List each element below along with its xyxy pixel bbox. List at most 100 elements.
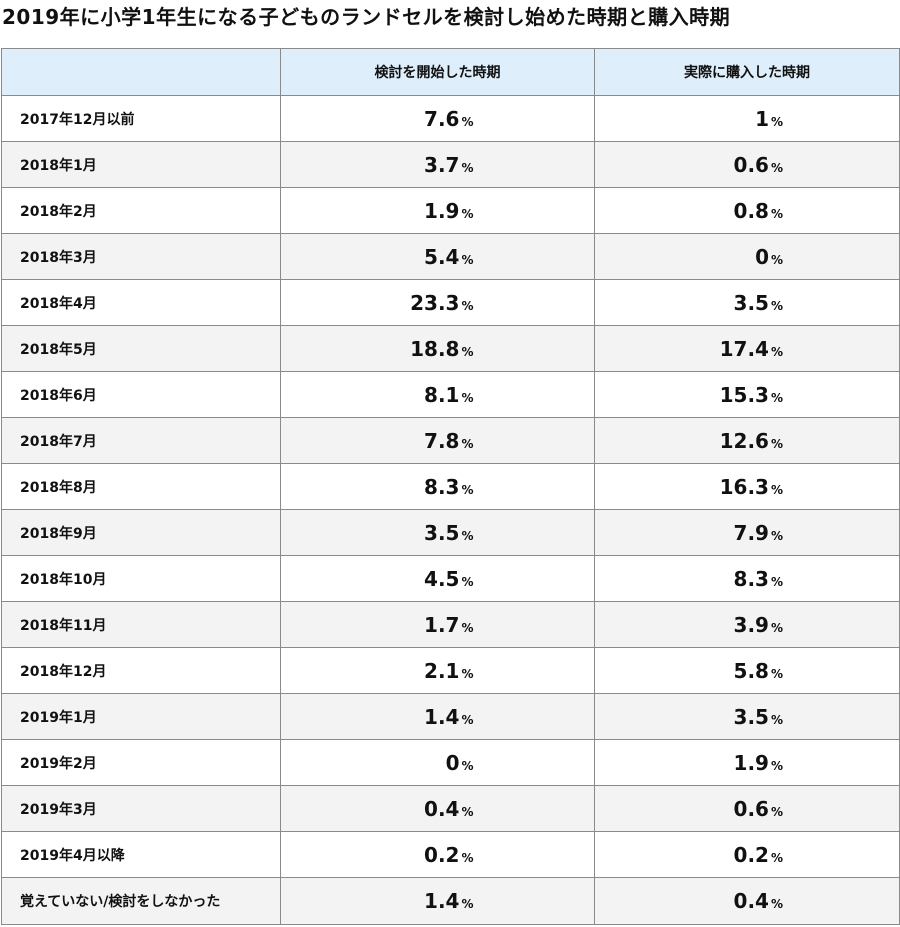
start-value-cell: 1.4% [280, 877, 595, 925]
purchase-value: 5.8 [733, 658, 769, 683]
percent-unit: % [461, 897, 474, 911]
purchase-value-cell: 15.3% [594, 371, 900, 418]
percent-unit: % [461, 436, 474, 451]
purchase-value-cell: 1% [594, 95, 900, 142]
page-title: 2019年に小学1年生になる子どものランドセルを検討し始めた時期と購入時期 [2, 5, 731, 29]
percent-unit: % [770, 712, 784, 727]
percent-unit: % [461, 712, 474, 727]
percent-unit: % [770, 206, 784, 221]
table-row: 2018年7月 7.8% 12.6% [1, 417, 900, 464]
row-label: 2019年3月 [1, 785, 281, 832]
percent-unit: % [770, 620, 784, 635]
purchase-value-cell: 8.3% [594, 555, 900, 602]
row-label: 2018年4月 [1, 279, 281, 326]
table-row: 2017年12月以前 7.6% 1% [1, 95, 900, 142]
percent-unit: % [770, 298, 784, 313]
start-value-cell: 7.8% [280, 417, 595, 464]
row-label: 2018年6月 [1, 371, 281, 418]
table-row: 2018年11月 1.7% 3.9% [1, 601, 900, 648]
purchase-value: 3.5 [733, 704, 769, 729]
start-value: 1.7 [424, 612, 460, 637]
percent-unit: % [461, 252, 474, 267]
start-value: 7.8 [424, 428, 460, 453]
percent-unit: % [461, 298, 474, 313]
percent-unit: % [770, 574, 784, 589]
header-purchase-column: 実際に購入した時期 [594, 48, 900, 96]
percent-unit: % [461, 804, 474, 819]
purchase-value-cell: 0.6% [594, 785, 900, 832]
start-value: 1.4 [424, 889, 460, 913]
table-row: 2018年2月 1.9% 0.8% [1, 187, 900, 234]
purchase-value: 16.3 [719, 474, 769, 499]
row-label: 2018年12月 [1, 647, 281, 694]
data-table: 検討を開始した時期 実際に購入した時期 2017年12月以前 7.6% 1% 2018… [1, 48, 900, 925]
purchase-value-cell: 0.8% [594, 187, 900, 234]
percent-unit: % [461, 344, 474, 359]
table-row: 2018年3月 5.4% 0% [1, 233, 900, 280]
table-row: 2018年12月 2.1% 5.8% [1, 647, 900, 694]
percent-unit: % [461, 850, 474, 865]
row-label: 2018年11月 [1, 601, 281, 648]
percent-unit: % [770, 528, 784, 543]
start-value: 7.6 [424, 106, 460, 131]
table-row: 2019年1月 1.4% 3.5% [1, 693, 900, 740]
start-value: 0 [445, 750, 460, 775]
percent-unit: % [770, 758, 784, 773]
purchase-value: 12.6 [719, 428, 769, 453]
row-label: 2018年7月 [1, 417, 281, 464]
start-value-cell: 18.8% [280, 325, 595, 372]
start-value: 8.1 [424, 382, 460, 407]
row-label: 2018年9月 [1, 509, 281, 556]
table-row: 2018年9月 3.5% 7.9% [1, 509, 900, 556]
start-value-cell: 1.9% [280, 187, 595, 234]
purchase-value-cell: 16.3% [594, 463, 900, 510]
start-value: 23.3 [410, 290, 460, 315]
header-start-column: 検討を開始した時期 [280, 48, 595, 96]
purchase-value: 1 [755, 106, 769, 131]
start-value-cell: 2.1% [280, 647, 595, 694]
row-label: 2018年5月 [1, 325, 281, 372]
purchase-value-cell: 0.6% [594, 141, 900, 188]
row-label: 2017年12月以前 [1, 95, 281, 142]
table-row: 2018年5月 18.8% 17.4% [1, 325, 900, 372]
purchase-value-cell: 3.5% [594, 693, 900, 740]
percent-unit: % [770, 114, 784, 129]
percent-unit: % [461, 160, 474, 175]
row-label: 2019年4月以降 [1, 831, 281, 878]
start-value: 0.4 [424, 796, 460, 821]
table-header-row: 検討を開始した時期 実際に購入した時期 [1, 48, 900, 96]
percent-unit: % [770, 160, 784, 175]
row-label: 2018年3月 [1, 233, 281, 280]
percent-unit: % [770, 482, 784, 497]
percent-unit: % [461, 574, 474, 589]
purchase-value-cell: 1.9% [594, 739, 900, 786]
purchase-value-cell: 0.2% [594, 831, 900, 878]
percent-unit: % [770, 344, 784, 359]
start-value-cell: 0% [280, 739, 595, 786]
start-value-cell: 8.3% [280, 463, 595, 510]
table-row: 2018年6月 8.1% 15.3% [1, 371, 900, 418]
row-label: 覚えていない/検討をしなかった [1, 877, 281, 925]
start-value-cell: 1.4% [280, 693, 595, 740]
start-value: 3.5 [424, 520, 460, 545]
start-value: 8.3 [424, 474, 460, 499]
row-label: 2019年1月 [1, 693, 281, 740]
purchase-value-cell: 3.9% [594, 601, 900, 648]
start-value-cell: 0.2% [280, 831, 595, 878]
percent-unit: % [770, 804, 784, 819]
percent-unit: % [770, 850, 784, 865]
percent-unit: % [461, 482, 474, 497]
start-value: 1.9 [424, 198, 460, 223]
start-value-cell: 3.7% [280, 141, 595, 188]
start-value: 5.4 [424, 244, 460, 269]
header-label-column [1, 48, 281, 96]
row-label: 2018年8月 [1, 463, 281, 510]
start-value-cell: 7.6% [280, 95, 595, 142]
row-label: 2018年1月 [1, 141, 281, 188]
purchase-value: 17.4 [719, 336, 769, 361]
purchase-value: 0 [755, 244, 769, 269]
purchase-value-cell: 17.4% [594, 325, 900, 372]
row-label: 2018年10月 [1, 555, 281, 602]
row-label: 2018年2月 [1, 187, 281, 234]
start-value-cell: 8.1% [280, 371, 595, 418]
